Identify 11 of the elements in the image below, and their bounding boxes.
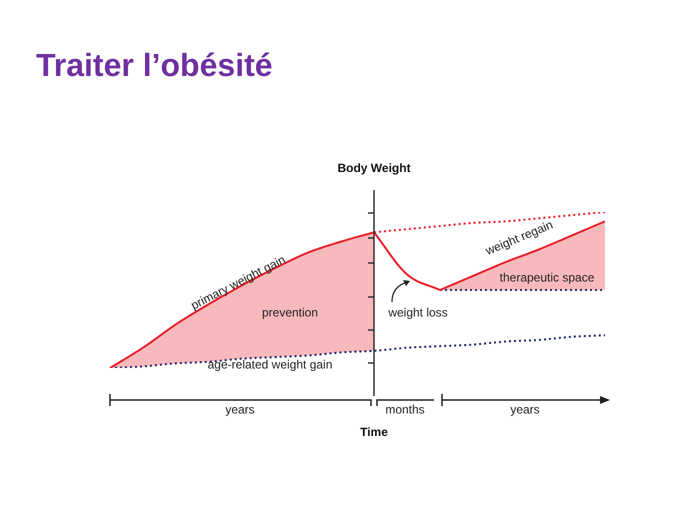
annotation: prevention [262,305,318,320]
text: weight regain [482,217,555,258]
x-axis-title: Time [360,425,388,439]
text: years [225,402,255,416]
annotation: weight loss [387,305,448,320]
text: years [510,402,540,416]
chart-title: Traiter l’obésité [36,47,273,83]
annotation: therapeutic space [500,270,595,284]
text: months [385,402,425,416]
annotation: age-related weight gain [208,357,332,372]
y-axis-title: Body Weight [337,161,411,175]
